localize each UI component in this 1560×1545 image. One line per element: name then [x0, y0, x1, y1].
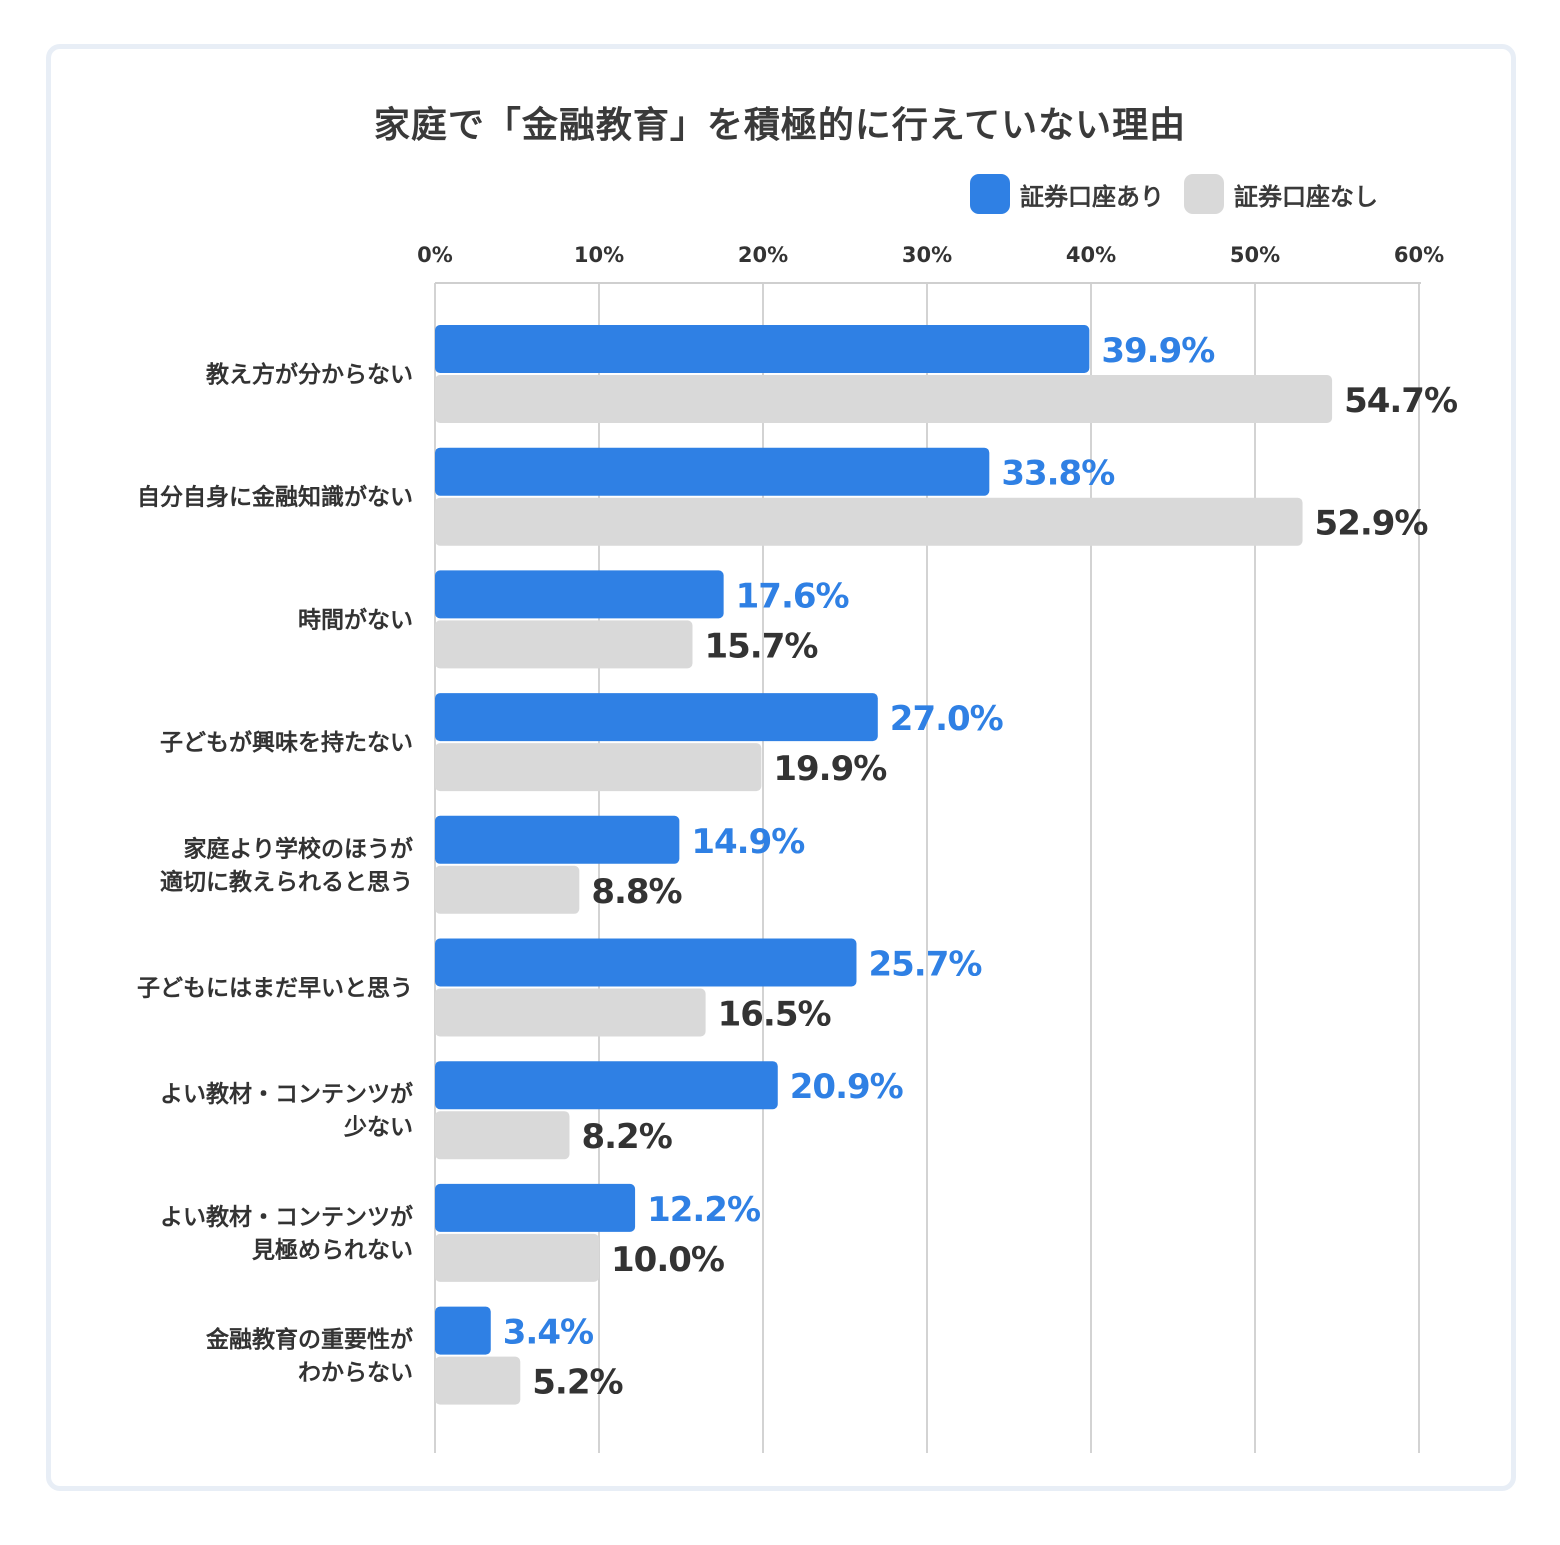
bar: [435, 1061, 778, 1110]
category-label: 少ない: [343, 1115, 413, 1141]
bar: [435, 325, 1090, 373]
x-tick-label: 30%: [902, 243, 952, 267]
data-label: 3.4%: [503, 1313, 593, 1353]
x-tick-label: 60%: [1394, 243, 1444, 267]
category-label: 適切に教えられると思う: [160, 868, 413, 895]
bar: [435, 570, 724, 619]
data-label: 20.9%: [790, 1067, 903, 1107]
category-label: 家庭より学校のほうが: [183, 835, 413, 862]
chart-card: [46, 44, 1516, 1491]
data-label: 8.8%: [591, 872, 681, 912]
data-label: 10.0%: [611, 1240, 724, 1280]
data-label: 39.9%: [1101, 331, 1214, 371]
category-label: よい教材・コンテンツが: [160, 1203, 413, 1230]
legend-item-series-1: 証券口座あり: [970, 174, 1164, 214]
bar: [435, 988, 706, 1037]
data-label: 16.5%: [718, 995, 831, 1035]
bar: [435, 1306, 491, 1355]
category-label: よい教材・コンテンツが: [160, 1081, 413, 1108]
category-label: 自分自身に金融知識がない: [137, 484, 413, 511]
data-label: 25.7%: [868, 945, 981, 985]
legend-swatch-series-1: [970, 174, 1010, 214]
legend-item-series-2: 証券口座なし: [1184, 174, 1378, 214]
data-label: 5.2%: [532, 1363, 622, 1403]
category-label: 時間がない: [298, 606, 413, 633]
bar: [435, 815, 680, 864]
data-label: 15.7%: [704, 626, 817, 666]
data-label: 54.7%: [1344, 381, 1457, 421]
bar: [435, 1233, 599, 1282]
data-label: 27.0%: [890, 699, 1003, 739]
category-label: 教え方が分からない: [206, 361, 413, 388]
category-label: 子どもが興味を持たない: [160, 729, 413, 756]
bar: [435, 1183, 636, 1232]
bar: [435, 865, 580, 914]
chart-title: 家庭で「金融教育」を積極的に行えていない理由: [373, 105, 1187, 146]
data-label: 8.2%: [581, 1117, 671, 1157]
bar: [435, 693, 878, 742]
category-label: わからない: [298, 1360, 413, 1386]
x-tick-label: 20%: [738, 243, 788, 267]
x-tick-label: 40%: [1066, 243, 1116, 267]
data-label: 19.9%: [773, 749, 886, 789]
chart-legend: 証券口座あり 証券口座なし: [970, 174, 1398, 214]
bar: [435, 620, 693, 669]
x-tick-label: 10%: [574, 243, 624, 267]
legend-label-series-1: 証券口座あり: [1020, 182, 1164, 211]
category-label: 子どもにはまだ早いと思う: [137, 976, 413, 1002]
bar: [435, 743, 762, 792]
legend-swatch-series-2: [1184, 174, 1224, 214]
data-label: 33.8%: [1001, 454, 1114, 494]
data-label: 52.9%: [1315, 504, 1428, 544]
data-label: 12.2%: [647, 1190, 760, 1230]
bar: [435, 1356, 521, 1405]
category-label: 見極められない: [252, 1236, 413, 1263]
x-tick-label: 0%: [417, 243, 453, 267]
data-label: 17.6%: [736, 576, 849, 616]
bar: [435, 497, 1303, 546]
bar: [435, 1111, 570, 1160]
bar: [435, 375, 1333, 423]
category-label: 金融教育の重要性が: [205, 1326, 413, 1353]
x-tick-label: 50%: [1230, 243, 1280, 267]
bar: [435, 938, 857, 987]
legend-label-series-2: 証券口座なし: [1234, 182, 1378, 211]
bar: [435, 447, 990, 496]
data-label: 14.9%: [691, 822, 804, 862]
